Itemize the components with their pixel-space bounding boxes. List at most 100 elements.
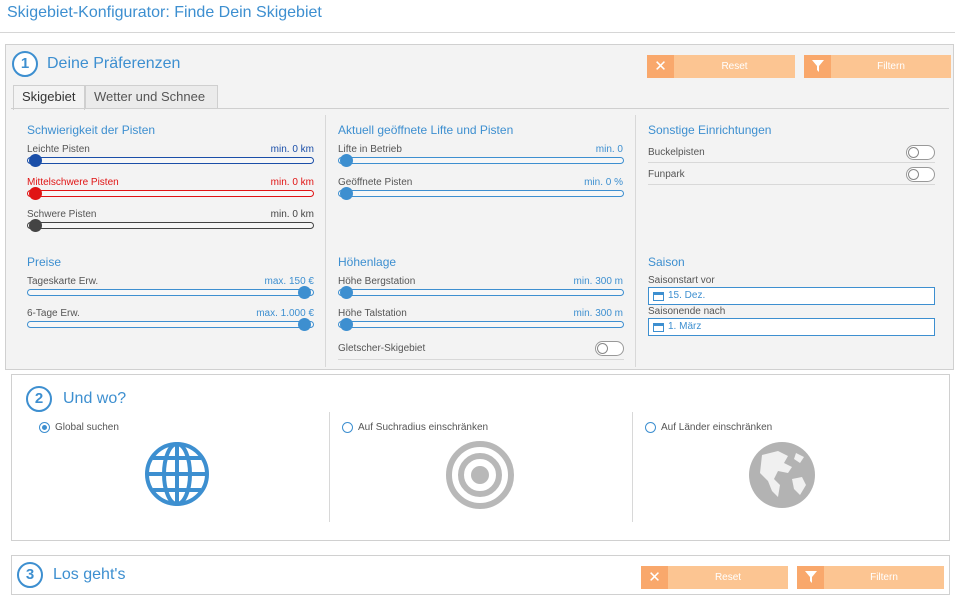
preferences-panel: 1 Deine Präferenzen ✕ Reset Filtern Skig… bbox=[5, 44, 954, 370]
calendar-icon bbox=[653, 323, 664, 332]
altitude-title: Höhenlage bbox=[338, 255, 397, 269]
easy-slopes-slider[interactable] bbox=[27, 154, 314, 167]
radius-search-label: Auf Suchradius einschränken bbox=[358, 422, 489, 433]
six-day-pass-value: max. 1.000 € bbox=[256, 308, 314, 319]
toggle-knob bbox=[908, 147, 919, 158]
step-2-title: Und wo? bbox=[63, 390, 127, 407]
slopes-open-value: min. 0 % bbox=[584, 177, 623, 188]
slider-handle[interactable] bbox=[340, 154, 353, 167]
summit-altitude-value: min. 300 m bbox=[573, 276, 623, 287]
reset-button[interactable]: ✕ Reset bbox=[641, 566, 788, 589]
location-panel: 2 Und wo? Global suchen Auf Suchradius e… bbox=[11, 374, 950, 541]
valley-altitude-slider[interactable] bbox=[338, 318, 624, 331]
day-pass-label: Tageskarte Erw. bbox=[27, 276, 99, 287]
slider-handle[interactable] bbox=[29, 219, 42, 232]
global-search-label: Global suchen bbox=[55, 422, 119, 433]
filter-button-label: Filtern bbox=[870, 572, 898, 583]
glacier-label: Gletscher-Skigebiet bbox=[338, 343, 426, 354]
filter-icon bbox=[804, 55, 831, 78]
mogul-slopes-label: Buckelpisten bbox=[648, 147, 705, 158]
toggle-knob bbox=[597, 343, 608, 354]
radius-search-radio[interactable] bbox=[342, 422, 353, 433]
six-day-pass-label: 6-Tage Erw. bbox=[27, 308, 80, 319]
lifts-open-label: Lifte in Betrieb bbox=[338, 144, 402, 155]
slider-handle[interactable] bbox=[340, 318, 353, 331]
row-divider bbox=[648, 184, 935, 185]
slider-handle[interactable] bbox=[29, 187, 42, 200]
other-facilities-title: Sonstige Einrichtungen bbox=[648, 123, 772, 137]
step-1-badge: 1 bbox=[12, 51, 38, 77]
country-search-radio[interactable] bbox=[645, 422, 656, 433]
day-pass-value: max. 150 € bbox=[264, 276, 314, 287]
season-start-value: 15. Dez. bbox=[668, 290, 706, 301]
filter-button[interactable]: Filtern bbox=[804, 55, 951, 78]
step-1-title: Deine Präferenzen bbox=[47, 55, 181, 72]
globe-icon[interactable] bbox=[144, 441, 210, 507]
six-day-pass-slider[interactable] bbox=[27, 318, 314, 331]
hard-slopes-label: Schwere Pisten bbox=[27, 209, 97, 220]
reset-button[interactable]: ✕ Reset bbox=[647, 55, 795, 78]
target-icon[interactable] bbox=[446, 441, 514, 509]
summit-altitude-label: Höhe Bergstation bbox=[338, 276, 416, 287]
valley-altitude-value: min. 300 m bbox=[573, 308, 623, 319]
earth-americas-icon[interactable] bbox=[748, 441, 816, 509]
row-divider bbox=[648, 162, 935, 163]
tab-wetter-und-schnee[interactable]: Wetter und Schnee bbox=[85, 85, 218, 109]
mogul-slopes-toggle[interactable] bbox=[906, 145, 935, 160]
season-end-field[interactable]: 1. März bbox=[648, 318, 935, 336]
season-end-label: Saisonende nach bbox=[648, 306, 726, 317]
summit-altitude-slider[interactable] bbox=[338, 286, 624, 299]
medium-slopes-value: min. 0 km bbox=[270, 177, 314, 188]
close-icon: ✕ bbox=[647, 55, 674, 78]
slider-handle[interactable] bbox=[298, 286, 311, 299]
slopes-open-label: Geöffnete Pisten bbox=[338, 177, 413, 188]
funpark-toggle[interactable] bbox=[906, 167, 935, 182]
title-divider bbox=[0, 32, 955, 33]
step-3-title: Los geht's bbox=[53, 566, 126, 583]
lifts-title: Aktuell geöffnete Lifte und Pisten bbox=[338, 123, 514, 137]
reset-button-label: Reset bbox=[714, 572, 742, 583]
app-title: Skigebiet-Konfigurator: Finde Dein Skige… bbox=[7, 4, 322, 21]
step-3-badge: 3 bbox=[17, 562, 43, 588]
lifts-open-value: min. 0 bbox=[595, 144, 623, 155]
difficulty-title: Schwierigkeit der Pisten bbox=[27, 123, 156, 137]
column-divider bbox=[632, 412, 633, 522]
calendar-icon bbox=[653, 292, 664, 301]
season-end-value: 1. März bbox=[668, 321, 702, 332]
season-start-label: Saisonstart vor bbox=[648, 275, 715, 286]
slopes-open-slider[interactable] bbox=[338, 187, 624, 200]
glacier-toggle[interactable] bbox=[595, 341, 624, 356]
slider-handle[interactable] bbox=[298, 318, 311, 331]
slider-handle[interactable] bbox=[340, 187, 353, 200]
hard-slopes-value: min. 0 km bbox=[270, 209, 314, 220]
close-icon: ✕ bbox=[641, 566, 668, 589]
hard-slopes-slider[interactable] bbox=[27, 219, 314, 232]
global-search-radio[interactable] bbox=[39, 422, 50, 433]
reset-button-label: Reset bbox=[721, 61, 748, 72]
easy-slopes-label: Leichte Pisten bbox=[27, 144, 90, 155]
filter-button-label: Filtern bbox=[877, 61, 905, 72]
column-divider bbox=[325, 115, 326, 367]
season-title: Saison bbox=[648, 255, 685, 269]
tabs-divider bbox=[11, 108, 949, 109]
submit-panel: 3 Los geht's ✕ Reset Filtern bbox=[11, 555, 950, 595]
filter-button[interactable]: Filtern bbox=[797, 566, 944, 589]
column-divider bbox=[329, 412, 330, 522]
tab-skigebiet[interactable]: Skigebiet bbox=[13, 85, 85, 110]
filter-icon bbox=[797, 566, 824, 589]
country-search-label: Auf Länder einschränken bbox=[661, 422, 773, 433]
slider-handle[interactable] bbox=[29, 154, 42, 167]
row-divider bbox=[338, 359, 624, 360]
step-2-badge: 2 bbox=[26, 386, 52, 412]
slider-handle[interactable] bbox=[340, 286, 353, 299]
funpark-label: Funpark bbox=[648, 169, 685, 180]
lifts-open-slider[interactable] bbox=[338, 154, 624, 167]
prices-title: Preise bbox=[27, 255, 62, 269]
medium-slopes-label: Mittelschwere Pisten bbox=[27, 177, 119, 188]
easy-slopes-value: min. 0 km bbox=[270, 144, 314, 155]
day-pass-slider[interactable] bbox=[27, 286, 314, 299]
medium-slopes-slider[interactable] bbox=[27, 187, 314, 200]
valley-altitude-label: Höhe Talstation bbox=[338, 308, 407, 319]
toggle-knob bbox=[908, 169, 919, 180]
season-start-field[interactable]: 15. Dez. bbox=[648, 287, 935, 305]
